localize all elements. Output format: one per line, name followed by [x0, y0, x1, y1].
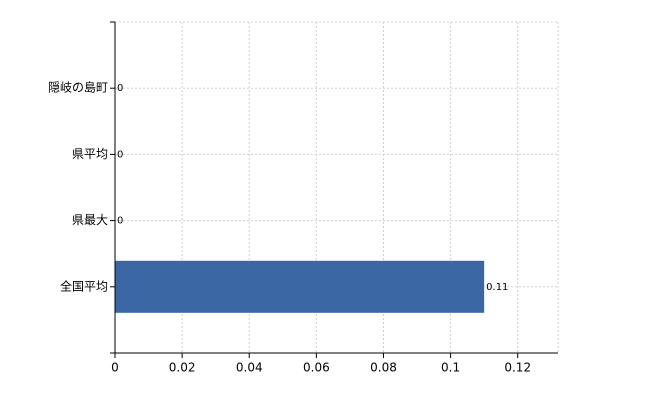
x-tick-label: 0.02 [169, 361, 196, 375]
value-label: 0 [117, 216, 123, 227]
y-tick-label: 全国平均 [60, 278, 108, 293]
x-tick-label: 0.06 [303, 361, 330, 375]
y-tick-label: 県平均 [72, 147, 108, 161]
x-tick-label: 0.04 [236, 361, 263, 375]
value-label: 0.11 [486, 282, 508, 293]
x-tick-label: 0.12 [504, 361, 531, 375]
value-label: 0 [117, 83, 123, 94]
y-tick-label: 隠岐の島町 [48, 80, 108, 95]
x-tick-label: 0 [111, 361, 119, 375]
y-tick-label: 県最大 [72, 213, 108, 227]
bar [115, 260, 485, 313]
value-label: 0 [117, 149, 123, 160]
x-tick-label: 0.08 [370, 361, 397, 375]
x-tick-label: 0.1 [441, 361, 460, 375]
